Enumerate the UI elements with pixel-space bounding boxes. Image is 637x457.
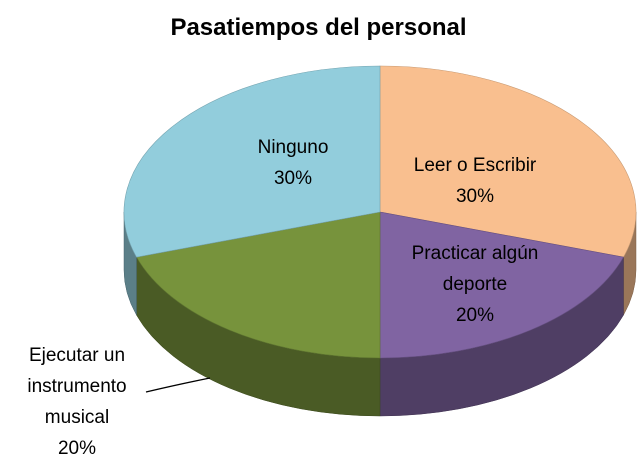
category-label: Ejecutar un instrumento musical <box>27 345 127 428</box>
slice-label: Ejecutar un instrumento musical 20% <box>12 340 142 457</box>
pie-slice <box>123 65 381 258</box>
slice-label: Practicar algún deporte 20% <box>380 238 570 331</box>
value-label: 20% <box>455 305 495 326</box>
pie-slice <box>379 211 624 359</box>
chart-title: Pasatiempos del personal <box>170 14 467 41</box>
pie-slice <box>379 65 637 258</box>
value-label: 20% <box>57 438 97 457</box>
category-label: Practicar algún deporte <box>411 243 539 295</box>
pie-slice <box>136 211 381 359</box>
category-label: Leer o Escribir <box>413 155 537 176</box>
value-label: 30% <box>455 186 495 207</box>
slice-label: Leer o Escribir 30% <box>380 150 570 212</box>
slice-label: Ninguno 30% <box>228 132 358 194</box>
value-label: 30% <box>273 168 313 189</box>
leader-line <box>145 377 211 393</box>
category-label: Ninguno <box>257 137 329 158</box>
